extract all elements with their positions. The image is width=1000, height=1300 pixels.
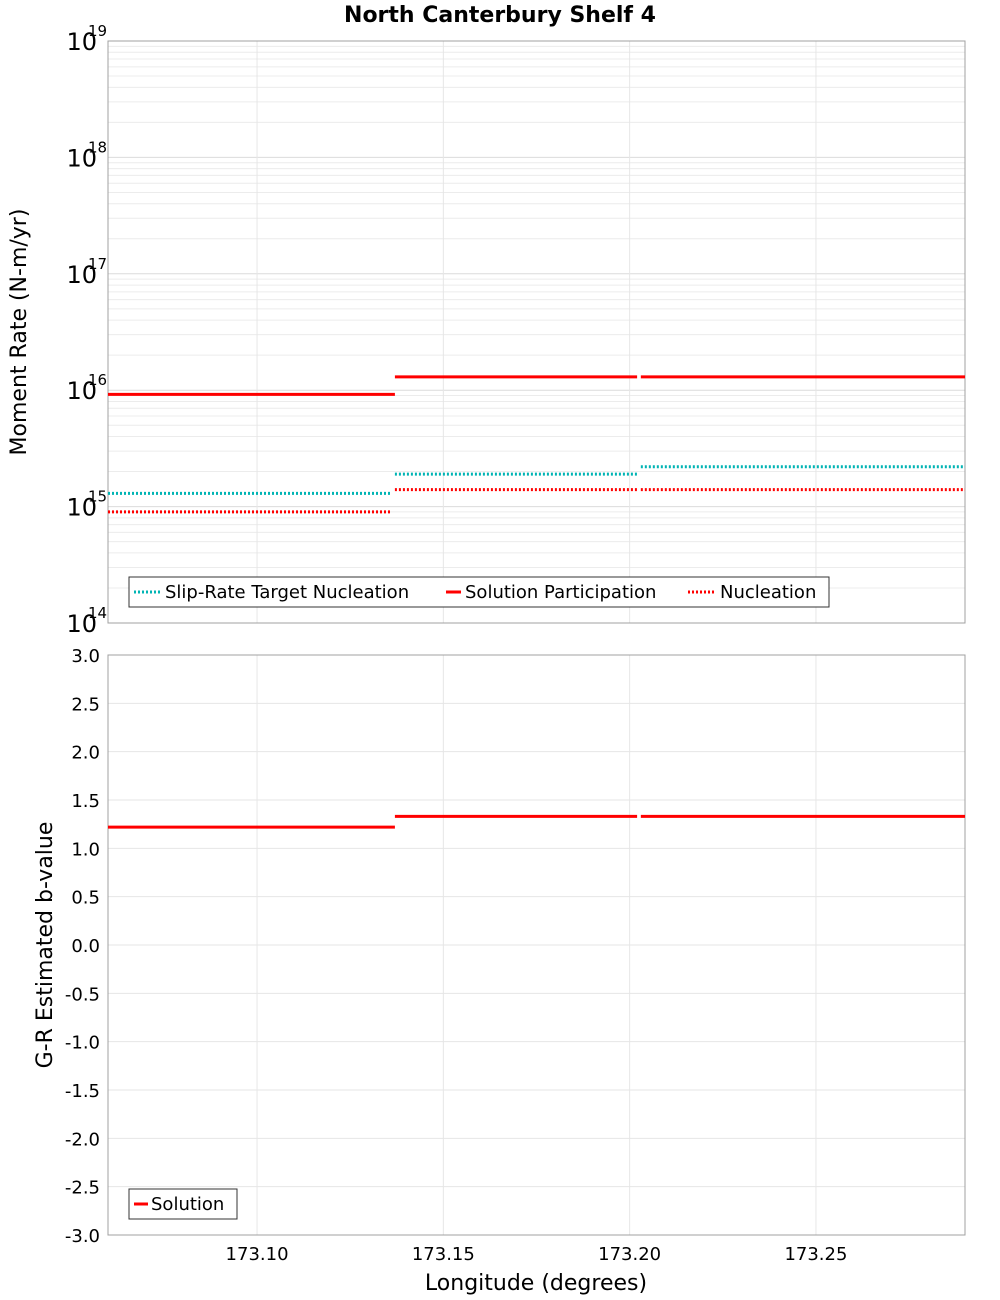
y-tick-label: 0.5 [71,888,100,909]
y-tick-label: -3.0 [65,1226,100,1247]
b-value-plot-frame [107,654,966,1236]
y-tick-label: 2.0 [71,743,100,764]
legend-label-nucleation: Nucleation [720,582,816,603]
moment-rate-grid [108,41,965,623]
legend-label-solution-participation: Solution Participation [465,582,656,603]
moment-rate-plot-frame [107,40,966,624]
y-tick-label-base: 10 [66,494,97,522]
b-value-series [108,814,965,829]
y-tick-label-exponent: 14 [88,604,107,622]
y-tick-label: -2.0 [65,1129,100,1150]
x-tick-label: 173.15 [412,1244,475,1265]
legend-label-target-nucleation: Slip-Rate Target Nucleation [165,582,409,603]
y-tick-label: 3.0 [71,646,100,667]
y-tick-label: 0.0 [71,936,100,957]
x-axis-label: Longitude (degrees) [425,1271,647,1296]
x-tick-label: 173.10 [226,1244,289,1265]
chart-title: North Canterbury Shelf 4 [344,3,656,28]
y-tick-label-base: 10 [66,261,97,289]
y-tick-label: 1.5 [71,791,100,812]
y-tick-label: -0.5 [65,984,100,1005]
y-tick-label-exponent: 16 [88,371,107,389]
y-tick-label: -1.5 [65,1081,100,1102]
y-tick-label: -2.5 [65,1178,100,1199]
y-tick-label: 1.0 [71,839,100,860]
x-tick-label: 173.25 [784,1244,847,1265]
y-tick-label-exponent: 18 [88,138,107,156]
moment-rate-y-axis-label: Moment Rate (N-m/yr) [7,209,32,456]
longitude-x-ticks: 173.10 173.15 173.20 173.25 [226,1244,848,1265]
y-tick-label-base: 10 [66,144,97,172]
y-tick-label-base: 10 [66,28,97,56]
y-tick-label: -1.0 [65,1033,100,1054]
moment-rate-series [108,375,965,514]
y-tick-label-base: 10 [66,377,97,405]
y-tick-label-base: 10 [66,610,97,638]
b-value-y-axis-label: G-R Estimated b-value [33,822,58,1069]
y-tick-label: 2.5 [71,694,100,715]
b-value-y-ticks: -3.0 -2.5 -2.0 -1.5 -1.0 -0.5 0.0 0.5 1.0 1.5 2.0 2… [65,646,100,1247]
moment-rate-legend: Slip-Rate Target Nucleation Solution Par… [128,576,830,608]
y-tick-label-exponent: 19 [88,22,107,40]
y-tick-label-exponent: 17 [88,255,107,273]
x-tick-label: 173.20 [598,1244,661,1265]
b-value-legend: Solution [128,1188,238,1220]
legend-label-solution: Solution [151,1194,224,1215]
b-value-grid [108,654,965,1236]
y-tick-label-exponent: 15 [88,488,107,506]
